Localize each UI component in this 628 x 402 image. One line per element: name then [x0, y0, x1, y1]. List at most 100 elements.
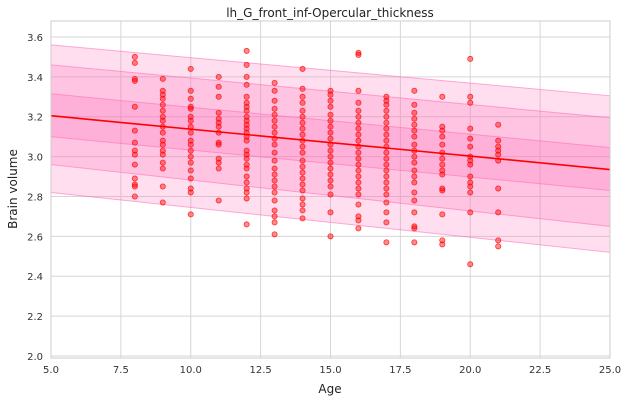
data-point	[327, 103, 334, 110]
data-point	[383, 209, 390, 216]
chart-title: lh_G_front_inf-Opercular_thickness	[226, 6, 434, 20]
data-point	[159, 151, 166, 158]
data-point	[383, 185, 390, 192]
data-point	[327, 171, 334, 178]
data-point	[327, 191, 334, 198]
data-point	[243, 137, 250, 144]
data-point	[383, 137, 390, 144]
data-point	[439, 141, 446, 148]
data-point	[355, 149, 362, 156]
data-point	[355, 137, 362, 144]
y-tick-labels: 2.0 2.2 2.4 2.6 2.8 3.0 3.2 3.4 3.6	[27, 33, 43, 363]
data-point	[355, 185, 362, 192]
data-point	[355, 191, 362, 198]
data-point	[243, 155, 250, 162]
data-point	[271, 165, 278, 172]
data-point	[187, 129, 194, 136]
data-point	[159, 117, 166, 124]
data-point	[271, 97, 278, 104]
data-point	[355, 119, 362, 126]
data-point	[383, 161, 390, 168]
data-point	[411, 121, 418, 128]
data-point	[355, 113, 362, 120]
y-tick-label: 2.4	[27, 272, 43, 283]
data-point	[495, 243, 502, 250]
data-point	[299, 169, 306, 176]
data-point	[439, 185, 446, 192]
data-point	[355, 107, 362, 114]
data-point	[187, 159, 194, 166]
data-point	[439, 127, 446, 134]
data-point	[439, 93, 446, 100]
data-point	[159, 95, 166, 102]
data-point	[159, 75, 166, 82]
data-point	[467, 261, 474, 268]
data-point	[159, 183, 166, 190]
data-point	[299, 181, 306, 188]
data-point	[131, 183, 138, 190]
data-point	[495, 137, 502, 144]
data-point	[131, 175, 138, 182]
data-point	[243, 61, 250, 68]
y-tick-label: 2.2	[27, 312, 43, 323]
data-point	[271, 219, 278, 226]
data-point	[383, 107, 390, 114]
data-point	[187, 105, 194, 112]
data-point	[131, 103, 138, 110]
data-point	[327, 209, 334, 216]
data-point	[355, 87, 362, 94]
data-point	[271, 149, 278, 156]
data-point	[299, 143, 306, 150]
x-tick-label: 15.0	[319, 365, 341, 376]
data-point	[215, 83, 222, 90]
data-point	[355, 217, 362, 224]
data-point	[355, 99, 362, 106]
data-point	[299, 125, 306, 132]
data-point	[467, 99, 474, 106]
data-point	[439, 211, 446, 218]
data-point	[271, 183, 278, 190]
data-point	[327, 117, 334, 124]
data-point	[299, 149, 306, 156]
data-point	[411, 189, 418, 196]
y-tick-label: 3.0	[27, 153, 43, 164]
data-point	[299, 99, 306, 106]
data-point	[439, 187, 446, 194]
data-point	[271, 157, 278, 164]
data-point	[411, 101, 418, 108]
data-point	[411, 223, 418, 230]
data-point	[271, 231, 278, 238]
data-point	[187, 211, 194, 218]
x-tick-label: 22.5	[529, 365, 551, 376]
data-point	[467, 173, 474, 180]
data-point	[383, 149, 390, 156]
data-point	[327, 159, 334, 166]
data-point	[187, 103, 194, 110]
data-point	[383, 199, 390, 206]
data-point	[327, 111, 334, 118]
data-point	[383, 173, 390, 180]
data-point	[159, 141, 166, 148]
data-point	[411, 109, 418, 116]
x-tick-labels: 5.0 7.5 10.0 12.5 15.0 17.5 20.0 22.5 25.0	[43, 365, 621, 376]
x-tick-label: 12.5	[249, 365, 271, 376]
data-point	[467, 183, 474, 190]
data-point	[159, 165, 166, 172]
data-point	[439, 155, 446, 162]
y-tick-label: 2.6	[27, 232, 43, 243]
data-point	[271, 87, 278, 94]
data-point	[467, 93, 474, 100]
data-point	[411, 167, 418, 174]
data-point	[299, 175, 306, 182]
data-point	[355, 155, 362, 162]
data-point	[411, 225, 418, 232]
data-point	[271, 117, 278, 124]
data-point	[243, 173, 250, 180]
data-point	[495, 121, 502, 128]
data-point	[187, 167, 194, 174]
data-point	[327, 97, 334, 104]
data-point	[355, 51, 362, 58]
data-point	[271, 213, 278, 220]
y-tick-label: 2.8	[27, 192, 43, 203]
data-point	[383, 167, 390, 174]
